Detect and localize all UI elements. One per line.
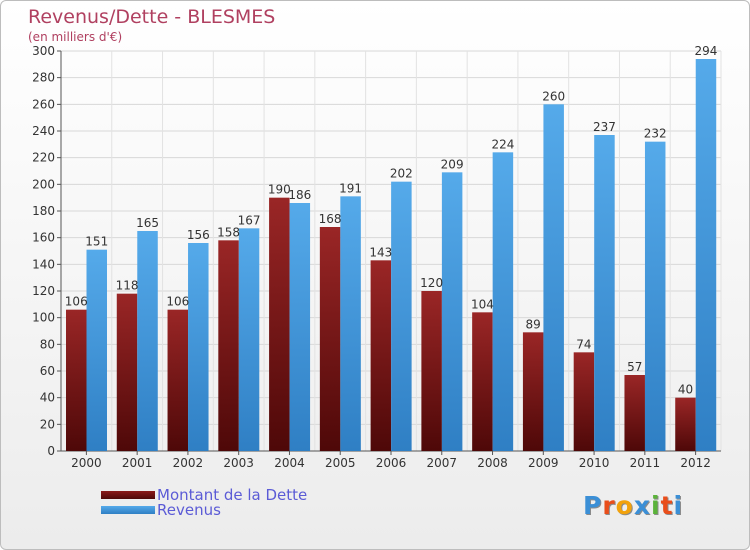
x-tick-label: 2005 [325, 456, 356, 470]
chart-title: Revenus/Dette - BLESMES [28, 6, 276, 28]
y-tick-label: 300 [32, 44, 55, 58]
data-label-dette: 118 [116, 279, 139, 293]
y-tick-label: 260 [32, 97, 55, 111]
bar-revenus [238, 228, 260, 451]
data-label-revenus: 156 [187, 228, 210, 242]
bar-revenus [492, 152, 514, 452]
y-tick-label: 60 [40, 364, 55, 378]
y-tick-label: 180 [32, 204, 55, 218]
bar-dette [269, 197, 290, 451]
y-tick-label: 120 [32, 284, 55, 298]
logo-letter: t [660, 491, 674, 520]
bar-dette [116, 293, 138, 451]
data-label-revenus: 224 [491, 137, 514, 151]
legend-swatch-revenus [101, 506, 155, 514]
bar-revenus [543, 104, 564, 451]
bar-dette [218, 240, 239, 451]
data-label-dette: 89 [526, 317, 541, 331]
x-tick-label: 2003 [223, 456, 254, 470]
bar-revenus [441, 172, 463, 452]
data-label-dette: 143 [369, 245, 392, 259]
data-label-dette: 168 [319, 212, 342, 226]
y-tick-label: 0 [47, 444, 55, 458]
y-tick-label: 280 [32, 71, 55, 85]
data-label-dette: 106 [166, 295, 189, 309]
bar-revenus [289, 203, 311, 451]
bar-revenus [594, 135, 615, 451]
bar-revenus [137, 231, 158, 451]
y-tick-label: 240 [32, 124, 55, 138]
bar-dette [675, 397, 696, 451]
legend-swatch-dette [101, 491, 155, 499]
data-label-revenus: 294 [695, 44, 718, 58]
logo-letter: P [583, 491, 603, 520]
y-tick-label: 20 [40, 417, 55, 431]
data-label-dette: 106 [65, 295, 88, 309]
data-label-dette: 104 [471, 297, 494, 311]
logo-letter: i [673, 491, 684, 520]
x-tick-label: 2012 [680, 456, 711, 470]
x-tick-label: 2001 [122, 456, 153, 470]
legend-label-revenus: Revenus [157, 501, 221, 519]
x-tick-label: 2000 [71, 456, 102, 470]
data-label-revenus: 151 [85, 235, 108, 249]
data-label-revenus: 191 [339, 181, 362, 195]
bar-dette [573, 352, 595, 451]
bar-dette [421, 291, 442, 451]
data-label-revenus: 165 [136, 216, 159, 230]
y-tick-label: 220 [32, 151, 55, 165]
legend-label-dette: Montant de la Dette [157, 486, 308, 504]
bar-revenus [188, 243, 209, 451]
x-tick-label: 2007 [426, 456, 457, 470]
data-label-revenus: 237 [593, 120, 616, 134]
y-tick-label: 40 [40, 391, 55, 405]
bar-revenus [340, 196, 361, 451]
logo-letter: x [633, 491, 651, 520]
x-tick-label: 2006 [376, 456, 407, 470]
data-label-revenus: 167 [238, 213, 261, 227]
x-tick-label: 2011 [630, 456, 661, 470]
bar-dette [370, 260, 392, 451]
data-label-dette: 120 [420, 276, 443, 290]
bar-dette [66, 309, 87, 451]
y-tick-label: 200 [32, 177, 55, 191]
logo-letter: o [615, 491, 634, 520]
x-tick-label: 2009 [528, 456, 559, 470]
data-label-revenus: 260 [542, 89, 565, 103]
data-label-dette: 158 [217, 225, 240, 239]
data-label-revenus: 232 [644, 127, 667, 141]
x-tick-label: 2008 [477, 456, 508, 470]
data-label-dette: 40 [678, 383, 693, 397]
bar-dette [472, 312, 493, 451]
y-tick-label: 140 [32, 257, 55, 271]
bar-revenus [86, 249, 107, 451]
y-tick-label: 100 [32, 311, 55, 325]
bar-dette [319, 227, 341, 451]
y-tick-label: 80 [40, 337, 55, 351]
data-label-dette: 74 [576, 337, 591, 351]
bar-dette [167, 309, 189, 451]
x-tick-label: 2002 [173, 456, 204, 470]
bar-revenus [644, 141, 666, 451]
data-label-revenus: 202 [390, 167, 413, 181]
bar-dette [624, 375, 645, 451]
chart-subtitle: (en milliers d'€) [28, 30, 123, 44]
x-tick-label: 2004 [274, 456, 305, 470]
data-label-dette: 57 [627, 360, 642, 374]
bar-revenus [391, 181, 412, 451]
proxiti-logo: Proxiti [583, 491, 683, 520]
logo-letter: r [602, 491, 616, 520]
logo-letter: i [651, 491, 661, 520]
data-label-revenus: 209 [441, 157, 464, 171]
bar-revenus [695, 59, 717, 451]
data-label-revenus: 186 [288, 188, 311, 202]
x-tick-label: 2010 [579, 456, 610, 470]
data-label-dette: 190 [268, 183, 291, 197]
bar-dette [522, 332, 544, 451]
y-tick-label: 160 [32, 231, 55, 245]
